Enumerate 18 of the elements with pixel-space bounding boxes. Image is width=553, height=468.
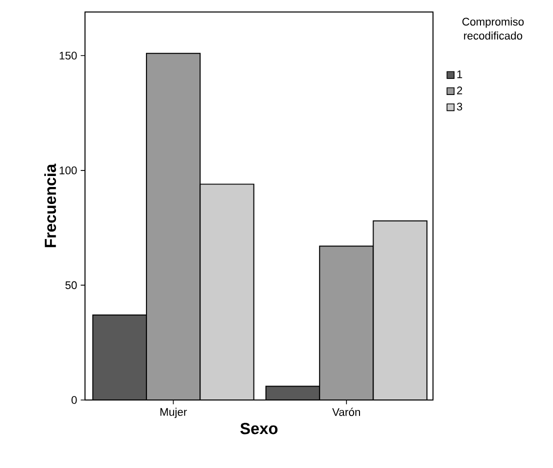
y-axis-title: Frecuencia — [44, 164, 56, 248]
bar — [265, 386, 320, 400]
bar — [200, 184, 254, 400]
bar — [146, 52, 201, 400]
bar — [372, 220, 428, 400]
y-tick-label: 50 — [65, 281, 77, 290]
y-tick-label: 150 — [60, 52, 77, 60]
x-axis-title: Sexo — [240, 422, 278, 434]
bar — [319, 246, 374, 400]
legend-label: 1 — [457, 70, 462, 78]
legend-label: 2 — [457, 86, 462, 94]
y-tick-label: 0 — [72, 396, 77, 404]
x-tick-label: Varón — [332, 408, 360, 416]
x-tick-label: Mujer — [160, 408, 187, 418]
bar — [92, 314, 147, 400]
y-tick-label: 100 — [60, 166, 77, 174]
legend-label: 3 — [456, 102, 462, 110]
legend-title: Compromiso recodificado — [462, 18, 524, 40]
